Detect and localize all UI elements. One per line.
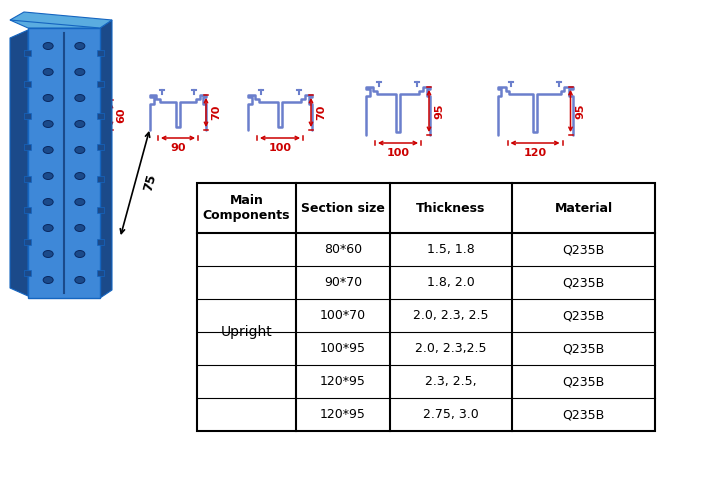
Bar bbox=[24, 207, 31, 213]
Text: 95: 95 bbox=[434, 103, 444, 119]
Text: 75: 75 bbox=[141, 173, 158, 193]
Bar bbox=[97, 113, 104, 119]
Ellipse shape bbox=[43, 276, 53, 283]
Text: 90: 90 bbox=[170, 143, 186, 153]
Text: 1.5, 1.8: 1.5, 1.8 bbox=[427, 243, 475, 256]
Text: 80*60: 80*60 bbox=[324, 243, 362, 256]
Bar bbox=[24, 50, 31, 56]
Ellipse shape bbox=[75, 146, 85, 153]
Bar bbox=[97, 239, 104, 245]
Text: 2.75, 3.0: 2.75, 3.0 bbox=[423, 408, 479, 421]
Text: Main
Components: Main Components bbox=[203, 194, 290, 222]
Text: Section size: Section size bbox=[301, 202, 385, 215]
Ellipse shape bbox=[75, 95, 85, 102]
Bar bbox=[24, 82, 31, 88]
Text: Q235B: Q235B bbox=[562, 408, 605, 421]
Text: Material: Material bbox=[554, 202, 613, 215]
Polygon shape bbox=[100, 20, 112, 298]
Text: 70: 70 bbox=[316, 105, 326, 120]
Text: 70: 70 bbox=[211, 105, 221, 120]
Ellipse shape bbox=[43, 199, 53, 206]
Text: 120*95: 120*95 bbox=[320, 408, 366, 421]
Text: Q235B: Q235B bbox=[562, 309, 605, 322]
Ellipse shape bbox=[43, 121, 53, 127]
Bar bbox=[97, 82, 104, 88]
Ellipse shape bbox=[75, 172, 85, 179]
Text: 2.0, 2.3, 2.5: 2.0, 2.3, 2.5 bbox=[413, 309, 489, 322]
Bar bbox=[97, 207, 104, 213]
Ellipse shape bbox=[43, 250, 53, 257]
Bar bbox=[97, 144, 104, 150]
Polygon shape bbox=[28, 28, 100, 298]
Ellipse shape bbox=[75, 121, 85, 127]
Ellipse shape bbox=[43, 42, 53, 49]
Text: 2.0, 2.3,2.5: 2.0, 2.3,2.5 bbox=[415, 342, 487, 355]
Text: 100: 100 bbox=[269, 143, 292, 153]
Ellipse shape bbox=[43, 225, 53, 232]
Text: 90*70: 90*70 bbox=[324, 276, 362, 289]
Bar bbox=[24, 239, 31, 245]
Ellipse shape bbox=[43, 95, 53, 102]
Text: 120: 120 bbox=[523, 148, 546, 158]
Bar bbox=[97, 270, 104, 276]
Ellipse shape bbox=[75, 199, 85, 206]
Text: 2.3, 2.5,: 2.3, 2.5, bbox=[426, 375, 477, 388]
Text: Upright: Upright bbox=[220, 325, 272, 339]
Text: 100*95: 100*95 bbox=[320, 342, 366, 355]
Ellipse shape bbox=[75, 42, 85, 49]
Text: Thickness: Thickness bbox=[416, 202, 486, 215]
Ellipse shape bbox=[75, 69, 85, 76]
Text: 95: 95 bbox=[575, 103, 585, 119]
Text: Q235B: Q235B bbox=[562, 243, 605, 256]
Bar bbox=[24, 144, 31, 150]
Text: Q235B: Q235B bbox=[562, 342, 605, 355]
Bar bbox=[24, 270, 31, 276]
Bar bbox=[24, 176, 31, 182]
Ellipse shape bbox=[75, 276, 85, 283]
Ellipse shape bbox=[75, 225, 85, 232]
Ellipse shape bbox=[43, 146, 53, 153]
Ellipse shape bbox=[43, 172, 53, 179]
Text: Q235B: Q235B bbox=[562, 375, 605, 388]
Bar bbox=[97, 50, 104, 56]
Polygon shape bbox=[10, 20, 100, 28]
Ellipse shape bbox=[43, 69, 53, 76]
Bar bbox=[197, 183, 655, 431]
Polygon shape bbox=[10, 12, 112, 28]
Polygon shape bbox=[10, 30, 28, 296]
Text: 80: 80 bbox=[77, 143, 93, 153]
Text: Q235B: Q235B bbox=[562, 276, 605, 289]
Ellipse shape bbox=[75, 250, 85, 257]
Bar bbox=[197, 183, 655, 431]
Bar bbox=[97, 176, 104, 182]
Text: 100*70: 100*70 bbox=[320, 309, 366, 322]
Text: 60: 60 bbox=[116, 107, 126, 123]
Text: 100: 100 bbox=[387, 148, 410, 158]
Bar bbox=[24, 113, 31, 119]
Text: 1.8, 2.0: 1.8, 2.0 bbox=[427, 276, 475, 289]
Text: 120*95: 120*95 bbox=[320, 375, 366, 388]
